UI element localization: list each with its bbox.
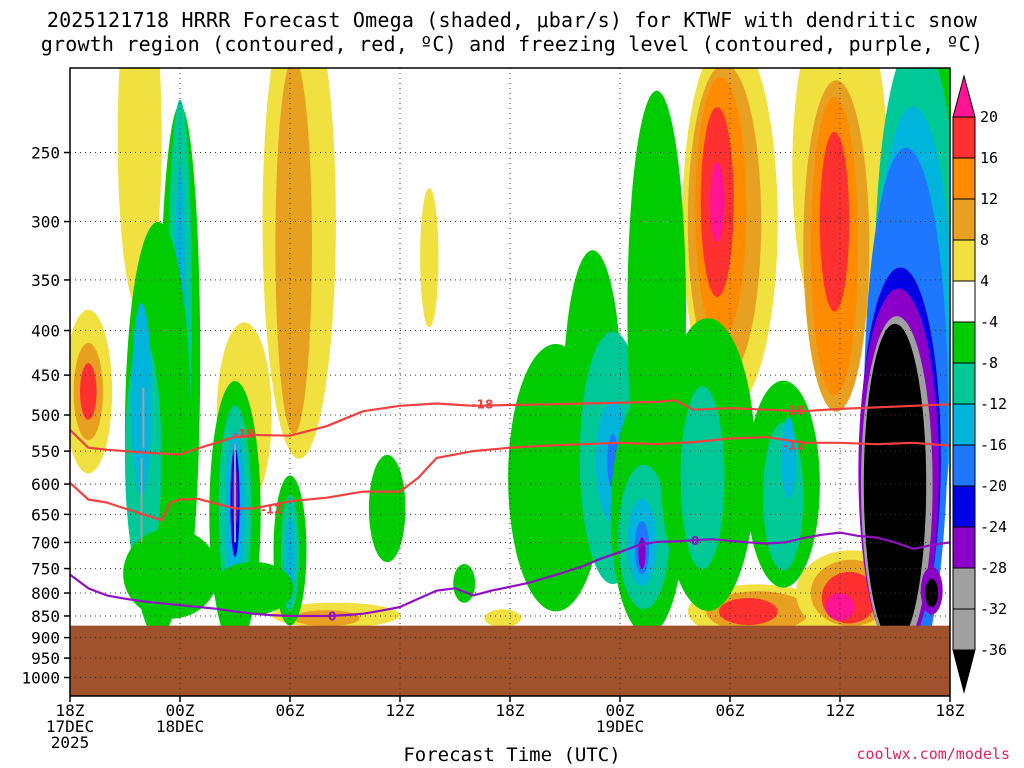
colorbar-band [952,116,976,159]
omega-cell [925,578,939,608]
colorbar-band [952,526,976,569]
axes: 250 300 350 400 450 500 550 600 650 700 750 800 850 9… [21,67,965,752]
dgz-minus12-contour-label: -12 [783,439,805,453]
y-tick-label: 650 [31,505,60,524]
omega-cell [719,598,778,625]
colorbar-top-arrow [952,74,976,118]
omega-cell [781,417,796,499]
x-tick-label: 00Z [166,701,195,720]
omega-cell [484,609,521,628]
x-tick-label: 12Z [386,701,415,720]
y-tick-label: 900 [31,629,60,648]
y-tick-label: 500 [31,406,60,425]
y-tick-label: 450 [31,366,60,385]
omega-cell [819,131,850,312]
freezing-level-contour-label: 0 [691,534,699,548]
x-tick-label: 06Z [716,701,745,720]
colorbar-label: 8 [980,231,989,249]
colorbar: 20 16 12 8 4 -4 -8 -12 -16 -20 -24 -28 -32 -36 [952,74,1007,694]
terrain-block [70,625,950,696]
colorbar-band [952,362,976,405]
colorbar-label: 4 [980,272,989,290]
y-tick-label: 700 [31,533,60,552]
colorbar-band [952,321,976,364]
title-line-1: 2025121718 HRRR Forecast Omega (shaded, … [46,8,978,32]
x-tick-label: 06Z [276,701,305,720]
x-tick-label: 18DEC [156,717,204,736]
y-tick-label: 300 [31,213,60,232]
omega-cell [131,302,152,497]
colorbar-band [952,608,976,651]
colorbar-band [952,485,976,528]
colorbar-label: -20 [980,477,1007,495]
colorbar-band [952,157,976,200]
contour-lines: -18 -18 -18 -12 -12 0 0 [70,397,950,623]
y-tick-label: 1000 [21,669,60,688]
colorbar-label: 20 [980,108,998,126]
colorbar-band [952,198,976,241]
colorbar-label: -16 [980,436,1007,454]
omega-cell [213,561,294,615]
chart-title: 2025121718 HRRR Forecast Omega (shaded, … [0,8,1024,56]
colorbar-label: -24 [980,518,1007,536]
omega-cell [825,593,855,621]
colorbar-label: -36 [980,641,1007,659]
omega-cell [709,162,725,243]
colorbar-label: -12 [980,395,1007,413]
dgz-minus18-contour-label: -18 [472,397,494,411]
title-line-2: growth region (contoured, red, ºC) and f… [40,32,984,56]
dgz-minus12-contour-label: -12 [261,503,283,517]
x-tick-label: 18Z [56,701,85,720]
colorbar-label: -4 [980,313,998,331]
omega-cell [638,537,646,569]
y-tick-label: 350 [31,271,60,290]
x-tick-label: 18Z [936,701,965,720]
y-tick-label: 250 [31,144,60,163]
omega-cell [80,363,97,420]
x-tick-label: 17DEC [46,717,94,736]
x-axis-title: Forecast Time (UTC) [403,744,621,766]
omega-cell [453,564,476,603]
freezing-level-contour [70,531,950,618]
x-tick-label: 19DEC [596,717,644,736]
omega-cell [420,188,439,328]
colorbar-label: 16 [980,149,998,167]
omega-cell [123,528,219,619]
colorbar-label: -8 [980,354,998,372]
omega-cell [275,68,312,435]
colorbar-band [952,444,976,487]
omega-shading [70,68,950,696]
omega-cell [680,386,725,570]
credit-link[interactable]: coolwx.com/models [856,745,1010,763]
omega-cell [368,454,406,563]
y-tick-label: 950 [31,649,60,668]
dgz-minus18-contour-label: -18 [233,427,255,441]
colorbar-bottom-arrow [952,649,976,694]
y-tick-label: 600 [31,475,60,494]
colorbar-label: 12 [980,190,998,208]
colorbar-band [952,567,976,610]
y-tick-label: 400 [31,322,60,341]
colorbar-band [952,280,976,323]
colorbar-label: -28 [980,559,1007,577]
freezing-level-contour-label: 0 [328,609,336,623]
dgz-minus18-contour-label: -18 [783,403,805,417]
y-tick-label: 800 [31,584,60,603]
y-tick-label: 550 [31,442,60,461]
colorbar-band [952,403,976,446]
x-tick-label: 12Z [826,701,855,720]
dgz-minus18-contour [70,399,950,456]
x-tick-label: 2025 [51,733,90,752]
colorbar-band [952,239,976,282]
x-tick-label: 18Z [496,701,525,720]
x-tick-label: 00Z [606,701,635,720]
y-tick-label: 750 [31,560,60,579]
grid-lines [69,68,951,696]
dgz-minus12-contour [70,436,950,522]
y-tick-label: 850 [31,607,60,626]
colorbar-label: -32 [980,600,1007,618]
